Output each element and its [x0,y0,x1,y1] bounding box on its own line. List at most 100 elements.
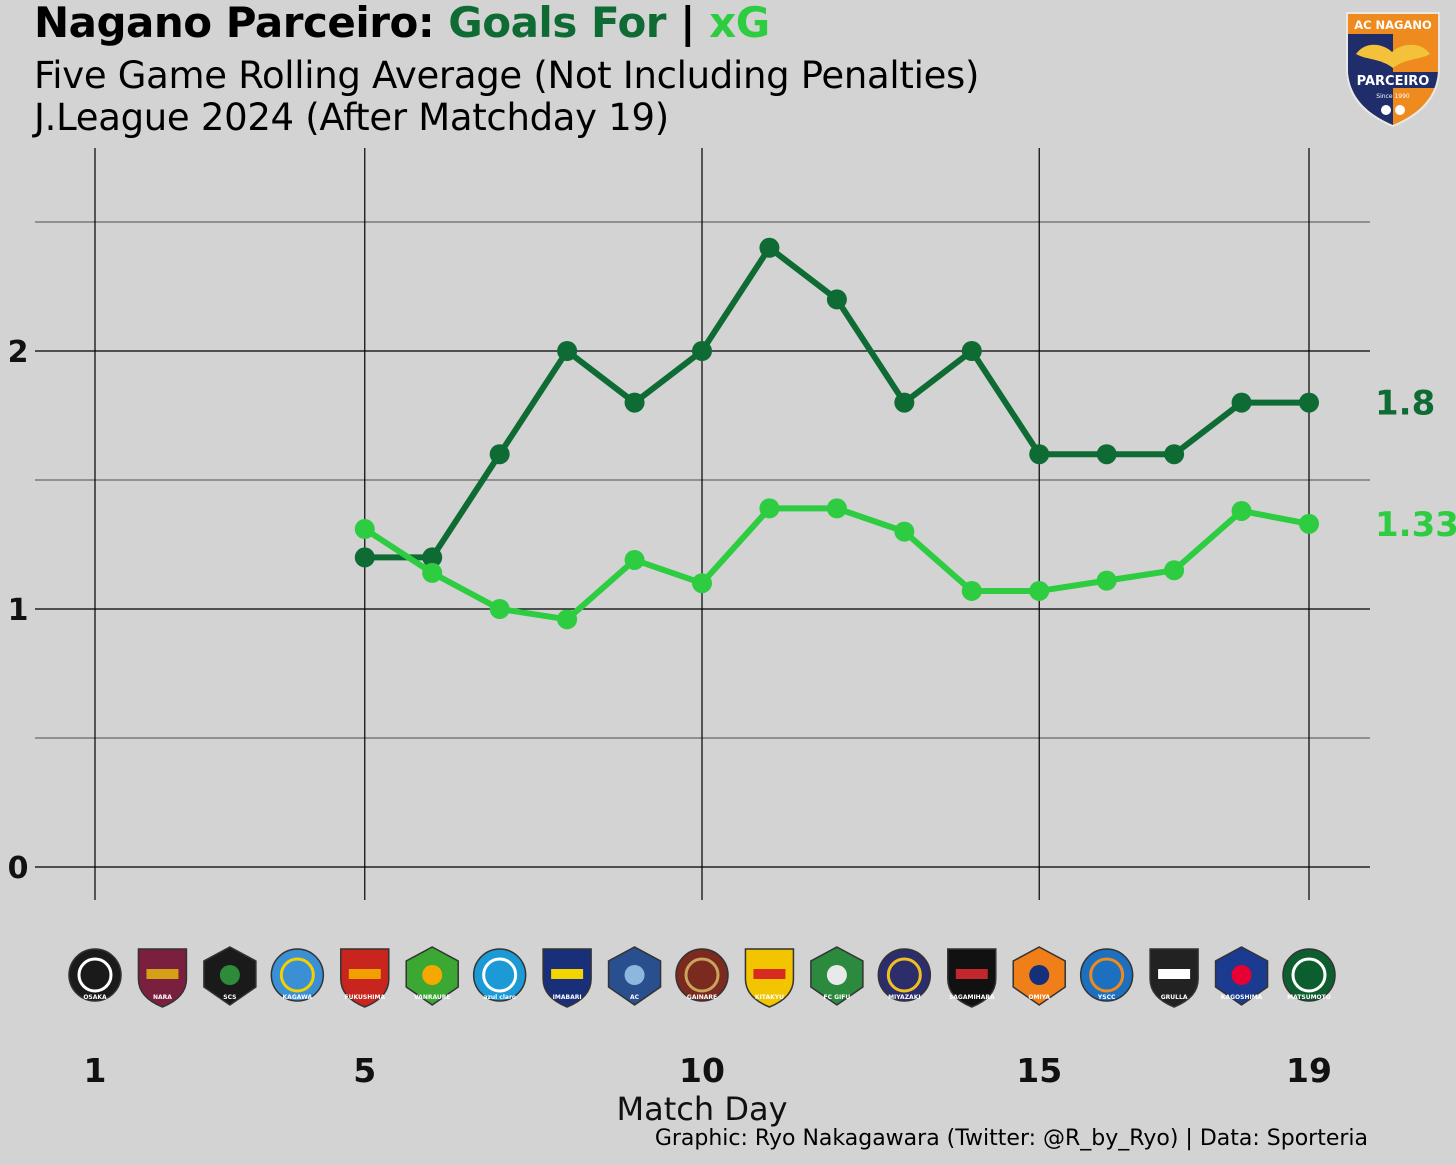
opponent-logo: YSCC [1079,948,1134,1002]
title-team: Nagano Parceiro: [34,0,435,47]
data-point[interactable] [692,341,712,361]
y-tick-label: 2 [8,335,29,370]
data-point[interactable] [422,547,443,568]
logo-badge-ring [279,957,315,993]
logo-badge-dot [219,965,240,985]
logo-badge-dot [1029,965,1050,985]
data-point[interactable] [1164,444,1185,465]
logo-badge-text: GAINARE [687,994,717,1001]
logo-badge-ring [77,957,113,993]
data-point[interactable] [1231,500,1252,521]
logo-badge-ring [886,957,922,993]
data-point[interactable] [1299,392,1319,413]
logo-badge-text: SCS [223,994,236,1001]
data-point[interactable] [1164,560,1185,581]
data-point[interactable] [894,392,915,413]
data-point[interactable] [422,562,443,583]
y-tick-label: 0 [8,851,29,886]
logo-badge-band [753,969,786,979]
data-point[interactable] [1096,570,1117,591]
logo-badge-text: OSAKA [83,994,107,1001]
x-axis-title: Match Day [617,1090,788,1128]
opponent-logo: MATSUMOTO [1282,948,1336,1002]
logo-badge-text: IMABARI [553,994,582,1001]
logo-badge-ring [684,957,720,993]
data-point[interactable] [759,237,780,258]
opponent-logo: MIYAZAKI [877,948,932,1002]
data-point[interactable] [1029,444,1050,465]
title-goals-for: Goals For [448,0,667,47]
opponent-logo: SCS [203,946,257,1006]
logo-badge-ring [482,957,518,993]
logo-badge-text: YSCC [1097,994,1116,1001]
logo-badge-dot [422,965,443,985]
data-point[interactable] [489,444,510,465]
opponent-logo: IMABARI [542,948,592,1008]
opponent-logo: azul claro [472,948,527,1002]
data-point[interactable] [1231,392,1252,413]
logo-badge-circle [68,948,122,1002]
end-value-label: 1.8 [1375,384,1435,424]
data-point[interactable] [894,521,915,542]
data-point[interactable] [624,392,645,413]
data-point[interactable] [759,498,780,519]
opponent-logo: FC GIFU [810,946,864,1006]
data-point[interactable] [354,519,375,540]
logo-badge-text: NARA [153,994,172,1001]
x-tick-label: 19 [1286,1051,1332,1090]
opponent-logo: OMIYA [1012,946,1066,1006]
opponent-logo: NARA [137,948,188,1008]
logo-badge-circle [675,948,729,1002]
chart-subtitle: Five Game Rolling Average (Not Including… [34,54,980,97]
x-tick-label: 10 [679,1051,725,1090]
data-point[interactable] [961,580,982,601]
opponent-logo: OSAKA [68,948,122,1002]
logo-badge-dot [1231,965,1252,985]
logo-badge-text: MIYAZAKI [888,994,921,1001]
opponent-logo: GAINARE [675,948,729,1002]
data-point[interactable] [826,498,847,519]
data-point[interactable] [1096,444,1117,465]
logo-badge-text: FUKUSHIMA [344,994,385,1001]
logo-badge-ring [1089,957,1125,993]
data-point[interactable] [624,549,645,570]
data-point[interactable] [1299,513,1319,534]
data-point[interactable] [961,341,982,361]
logo-badge-text: AC [630,994,640,1001]
data-point[interactable] [826,289,847,310]
data-point[interactable] [489,599,510,619]
crest-text-name: PARCEIRO [1357,74,1430,89]
x-tick-label: 15 [1016,1051,1062,1090]
crest-text-top: AC NAGANO [1354,18,1432,32]
logo-badge-band [1158,969,1191,979]
opponent-logo: KAGAWA [270,948,325,1002]
series-lines: 1.8 1.33 [354,237,1456,630]
logo-badge-text: azul claro [483,994,516,1001]
logo-badge-circle [877,948,932,1002]
data-point[interactable] [692,573,712,594]
logo-badge-dot [826,965,847,985]
opponent-logo: FUKUSHIMA [340,948,390,1008]
data-point[interactable] [557,341,578,361]
team-crest: AC NAGANO PARCEIRO Since 1990 [1344,10,1442,132]
chart-title: Nagano Parceiro: Goals For | xG [34,0,770,47]
data-point[interactable] [557,609,578,630]
opponent-logo: KAGOSHIMA [1214,946,1269,1006]
grid-lines [35,148,1370,900]
title-separator: | [680,0,695,47]
chart-subtitle-league: J.League 2024 (After Matchday 19) [34,96,669,139]
data-point[interactable] [354,547,375,568]
logo-badge-text: FC GIFU [824,994,851,1001]
logo-badge-band [348,969,381,979]
opponent-logos: OSAKA NARA SCS KAGAWA FUKUSHIMA VANRAURE azul … [68,946,1336,1008]
x-tick-label: 1 [84,1051,107,1090]
opponent-logo: KITAKYU [744,948,795,1008]
data-point[interactable] [1029,580,1050,601]
opponent-logo: AC [607,946,662,1006]
logo-badge-circle [472,948,527,1002]
logo-badge-text: MATSUMOTO [1287,994,1331,1001]
logo-badge-text: KITAKYU [755,994,784,1001]
logo-badge-text: KAGOSHIMA [1221,994,1263,1001]
logo-badge-ring [1291,957,1327,993]
